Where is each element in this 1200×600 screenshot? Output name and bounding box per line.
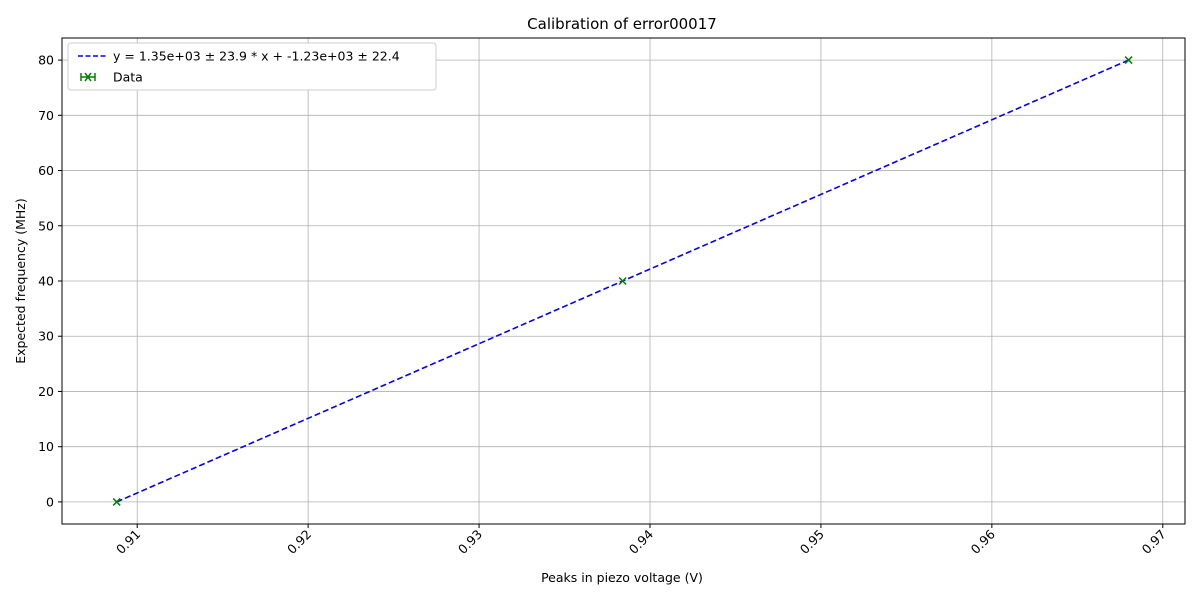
data-point — [618, 276, 627, 286]
x-axis: 0.91 0.92 0.93 0.94 0.95 0.96 0.97 — [113, 524, 1169, 557]
legend-box — [67, 42, 437, 91]
y-tick-label: 70 — [38, 108, 54, 123]
y-tick-label: 40 — [38, 274, 54, 289]
plot-area — [112, 56, 1133, 506]
y-axis: 0 10 20 30 40 50 60 70 80 — [38, 53, 62, 509]
x-axis-label: Peaks in piezo voltage (V) — [541, 570, 703, 585]
x-tick-label: 0.95 — [797, 527, 827, 557]
data-point — [1124, 56, 1133, 65]
x-tick-label: 0.92 — [284, 527, 314, 557]
y-axis-label: Expected frequency (MHz) — [13, 198, 28, 363]
data-point — [112, 497, 121, 506]
legend-fit-label: y = 1.35e+03 ± 23.9 * x + -1.23e+03 ± 22… — [113, 49, 400, 64]
y-tick-label: 10 — [38, 439, 54, 454]
y-tick-label: 80 — [38, 53, 54, 68]
y-tick-label: 30 — [38, 329, 54, 344]
y-tick-label: 0 — [46, 494, 54, 509]
x-tick-label: 0.96 — [968, 526, 998, 556]
legend-data-marker — [80, 72, 96, 82]
x-tick-label: 0.97 — [1139, 527, 1169, 557]
x-tick-label: 0.93 — [455, 527, 485, 557]
x-tick-label: 0.94 — [626, 526, 656, 556]
legend: y = 1.35e+03 ± 23.9 * x + -1.23e+03 ± 22… — [67, 42, 437, 91]
y-tick-label: 60 — [38, 163, 54, 178]
legend-data-label: Data — [113, 70, 143, 85]
y-tick-label: 20 — [38, 384, 54, 399]
chart-title: Calibration of error00017 — [527, 15, 717, 33]
x-tick-label: 0.91 — [113, 527, 143, 557]
y-tick-label: 50 — [38, 218, 54, 233]
